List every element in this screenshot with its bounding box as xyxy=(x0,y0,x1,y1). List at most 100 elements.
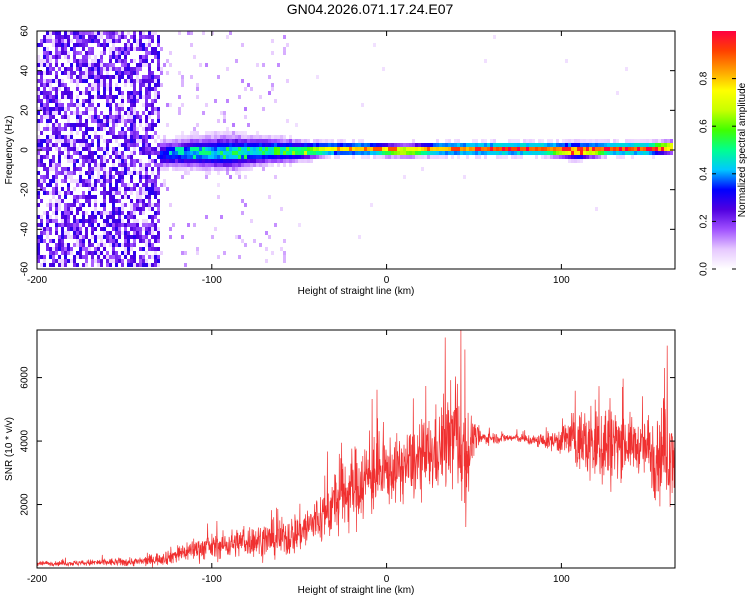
spectrogram-cell xyxy=(46,223,49,227)
spectrogram-cell xyxy=(319,147,322,151)
spectrogram-cell xyxy=(523,143,526,147)
spectrogram-cell xyxy=(205,63,208,67)
spectrogram-cell xyxy=(124,43,127,47)
spectrogram-cell xyxy=(145,43,148,47)
spectrogram-cell xyxy=(178,159,181,163)
spectrogram-cell xyxy=(55,243,58,247)
spectrogram-cell xyxy=(313,143,316,147)
spectrogram-cell xyxy=(415,151,418,155)
spectrogram-cell xyxy=(97,223,100,227)
spectrogram-cell xyxy=(40,263,43,267)
spectrogram-cell xyxy=(205,151,208,155)
spectrogram-cell xyxy=(115,55,118,59)
spectrogram-cell xyxy=(169,227,172,231)
spectrogram-cell xyxy=(79,171,82,175)
spectrogram-cell xyxy=(157,111,160,115)
spectrogram-cell xyxy=(463,143,466,147)
spectrogram-cell xyxy=(88,147,91,151)
spectrogram-cell xyxy=(532,139,535,143)
spectrogram-cell xyxy=(121,219,124,223)
spectrogram-cell xyxy=(331,151,334,155)
spectrogram-cell xyxy=(145,75,148,79)
spectrogram-cell xyxy=(94,67,97,71)
spectrogram-cell xyxy=(208,147,211,151)
spectrogram-cell xyxy=(67,143,70,147)
spectrogram-cell xyxy=(52,135,55,139)
spectrogram-cell xyxy=(409,147,412,151)
spectrogram-cell xyxy=(106,219,109,223)
spectrogram-cell xyxy=(166,167,169,171)
spectrogram-cell xyxy=(94,239,97,243)
spectrogram-cell xyxy=(661,143,664,147)
spectrogram-cell xyxy=(133,135,136,139)
spectrogram-cell xyxy=(427,155,430,159)
spectrogram-cell xyxy=(94,63,97,67)
spectrogram-cell xyxy=(115,119,118,123)
spectrogram-cell xyxy=(268,139,271,143)
spectrogram-cell xyxy=(121,135,124,139)
spectrogram-cell xyxy=(433,147,436,151)
spectrogram-cell xyxy=(481,151,484,155)
spectrogram-cell xyxy=(118,159,121,163)
spectrogram-cell xyxy=(217,167,220,171)
spectrogram-cell xyxy=(97,75,100,79)
spectrogram-cell xyxy=(70,75,73,79)
spectrogram-cell xyxy=(133,87,136,91)
spectrogram-cell xyxy=(91,51,94,55)
spectrogram-cell xyxy=(58,67,61,71)
spectrogram-cell xyxy=(370,147,373,151)
spectrogram-cell xyxy=(268,151,271,155)
spectrogram-cell xyxy=(187,223,190,227)
spectrogram-cell xyxy=(577,147,580,151)
spectrogram-cell xyxy=(529,151,532,155)
spectrogram-cell xyxy=(583,151,586,155)
spectrogram-cell xyxy=(91,167,94,171)
spectrogram-cell xyxy=(136,171,139,175)
spectrogram-cell xyxy=(151,247,154,251)
spectrogram-cell xyxy=(103,39,106,43)
spectrogram-cell xyxy=(259,135,262,139)
spectrogram-cell xyxy=(145,59,148,63)
spectrogram-cell xyxy=(79,155,82,159)
spectrogram-cell xyxy=(349,147,352,151)
spectrogram-cell xyxy=(544,151,547,155)
spectrogram-cell xyxy=(85,51,88,55)
spectrogram-cell xyxy=(415,143,418,147)
spectrogram-cell xyxy=(469,143,472,147)
spectrogram-cell xyxy=(100,59,103,63)
spectrogram-cell xyxy=(106,99,109,103)
spectrogram-cell xyxy=(67,247,70,251)
spectrogram-cell xyxy=(43,211,46,215)
spectrogram-cell xyxy=(205,167,208,171)
spectrogram-cell xyxy=(133,163,136,167)
spectrogram-cell xyxy=(610,147,613,151)
spectrogram-cell xyxy=(379,143,382,147)
spectrogram-cell xyxy=(52,79,55,83)
spectrogram-cell xyxy=(364,143,367,147)
spectrogram-cell xyxy=(580,147,583,151)
spectrogram-cell xyxy=(160,47,163,51)
spectrogram-cell xyxy=(241,43,244,47)
spectrogram-cell xyxy=(121,35,124,39)
spectrogram-cell xyxy=(82,191,85,195)
spectrogram-cell xyxy=(157,231,160,235)
spectrogram-cell xyxy=(460,147,463,151)
spectrogram-cell xyxy=(109,63,112,67)
spectrogram-cell xyxy=(91,119,94,123)
spectrogram-cell xyxy=(496,147,499,151)
spectrogram-cell xyxy=(139,31,142,35)
spectrogram-cell xyxy=(187,135,190,139)
spectrogram-cell xyxy=(274,147,277,151)
spectrogram-cell xyxy=(145,47,148,51)
spectrogram-cell xyxy=(181,159,184,163)
spectrogram-cell xyxy=(259,163,262,167)
spectrogram-cell xyxy=(169,103,172,107)
spectrogram-cell xyxy=(88,107,91,111)
spectrogram-cell xyxy=(55,199,58,203)
spectrogram-cell xyxy=(58,123,61,127)
spectrogram-cell xyxy=(103,63,106,67)
spectrogram-cell xyxy=(37,187,40,191)
spectrogram-cell xyxy=(154,195,157,199)
spectrogram-cell xyxy=(547,155,550,159)
spectrogram-cell xyxy=(100,67,103,71)
